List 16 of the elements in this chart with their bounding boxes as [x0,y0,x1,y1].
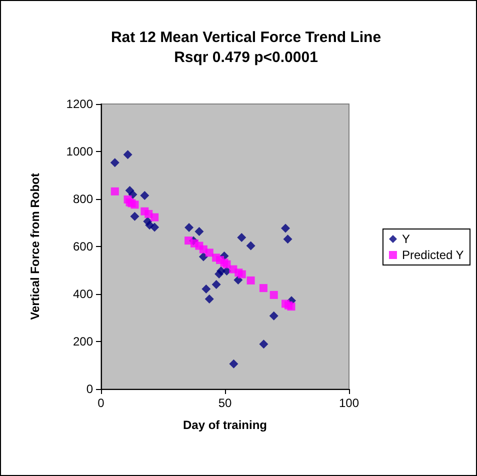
y-tick-label: 800 [72,192,94,206]
y-tick-label: 400 [72,287,94,301]
chart-subtitle: Rsqr 0.479 p<0.0001 [174,49,318,66]
x-tick-label: 50 [218,396,232,410]
legend-label: Y [402,232,410,246]
chart-title: Rat 12 Mean Vertical Force Trend Line [110,29,382,46]
x-tick-label: 0 [98,396,105,410]
legend-label: Predicted Y [402,248,464,262]
y-axis-title: Vertical Force from Robot [28,173,42,320]
y-tick-label: 600 [72,240,94,254]
x-tick-label: 100 [338,396,360,410]
y-tick-label: 200 [72,334,94,348]
y-tick-label: 1200 [66,97,94,111]
x-axis-title: Day of training [182,418,268,432]
y-tick-label: 0 [86,382,94,396]
y-tick-label: 1000 [66,144,94,158]
